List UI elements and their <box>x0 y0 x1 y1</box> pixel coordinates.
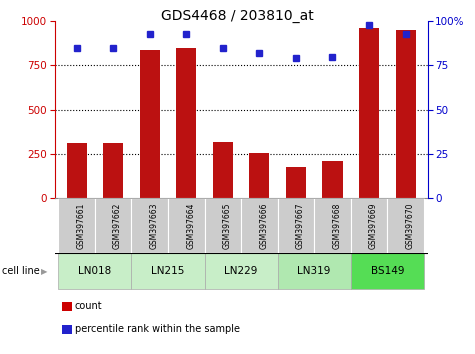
Text: GDS4468 / 203810_at: GDS4468 / 203810_at <box>161 9 314 23</box>
Bar <box>58 253 132 289</box>
Bar <box>396 30 416 198</box>
Bar <box>103 143 123 198</box>
Bar <box>323 161 342 198</box>
Bar <box>314 198 351 253</box>
Text: LN319: LN319 <box>297 266 331 276</box>
Text: BS149: BS149 <box>370 266 404 276</box>
Bar <box>132 253 205 289</box>
Bar <box>351 253 424 289</box>
Text: ▶: ▶ <box>41 267 48 276</box>
Bar <box>168 198 205 253</box>
Text: GSM397663: GSM397663 <box>150 202 159 249</box>
Bar <box>205 198 241 253</box>
Bar <box>176 48 196 198</box>
Text: GSM397667: GSM397667 <box>296 202 305 249</box>
Bar <box>277 198 314 253</box>
Text: GSM397662: GSM397662 <box>113 202 122 249</box>
Bar <box>351 198 387 253</box>
Bar <box>241 198 277 253</box>
Bar <box>286 167 306 198</box>
Text: GSM397668: GSM397668 <box>332 202 342 249</box>
Bar <box>66 143 86 198</box>
Text: cell line: cell line <box>2 266 40 276</box>
Bar <box>359 28 379 198</box>
Bar <box>277 253 351 289</box>
Bar <box>387 198 424 253</box>
Bar <box>58 198 95 253</box>
Bar <box>205 253 277 289</box>
Bar <box>249 153 269 198</box>
Text: GSM397665: GSM397665 <box>223 202 232 249</box>
Text: GSM397661: GSM397661 <box>76 202 86 249</box>
Bar <box>213 143 233 198</box>
Bar <box>140 50 160 198</box>
Text: percentile rank within the sample: percentile rank within the sample <box>75 324 239 334</box>
Text: LN215: LN215 <box>151 266 185 276</box>
Text: GSM397670: GSM397670 <box>406 202 415 249</box>
Bar <box>95 198 132 253</box>
Text: count: count <box>75 301 102 311</box>
Text: GSM397669: GSM397669 <box>369 202 378 249</box>
Text: LN018: LN018 <box>78 266 112 276</box>
Text: GSM397664: GSM397664 <box>186 202 195 249</box>
Text: GSM397666: GSM397666 <box>259 202 268 249</box>
Bar <box>132 198 168 253</box>
Text: LN229: LN229 <box>224 266 258 276</box>
